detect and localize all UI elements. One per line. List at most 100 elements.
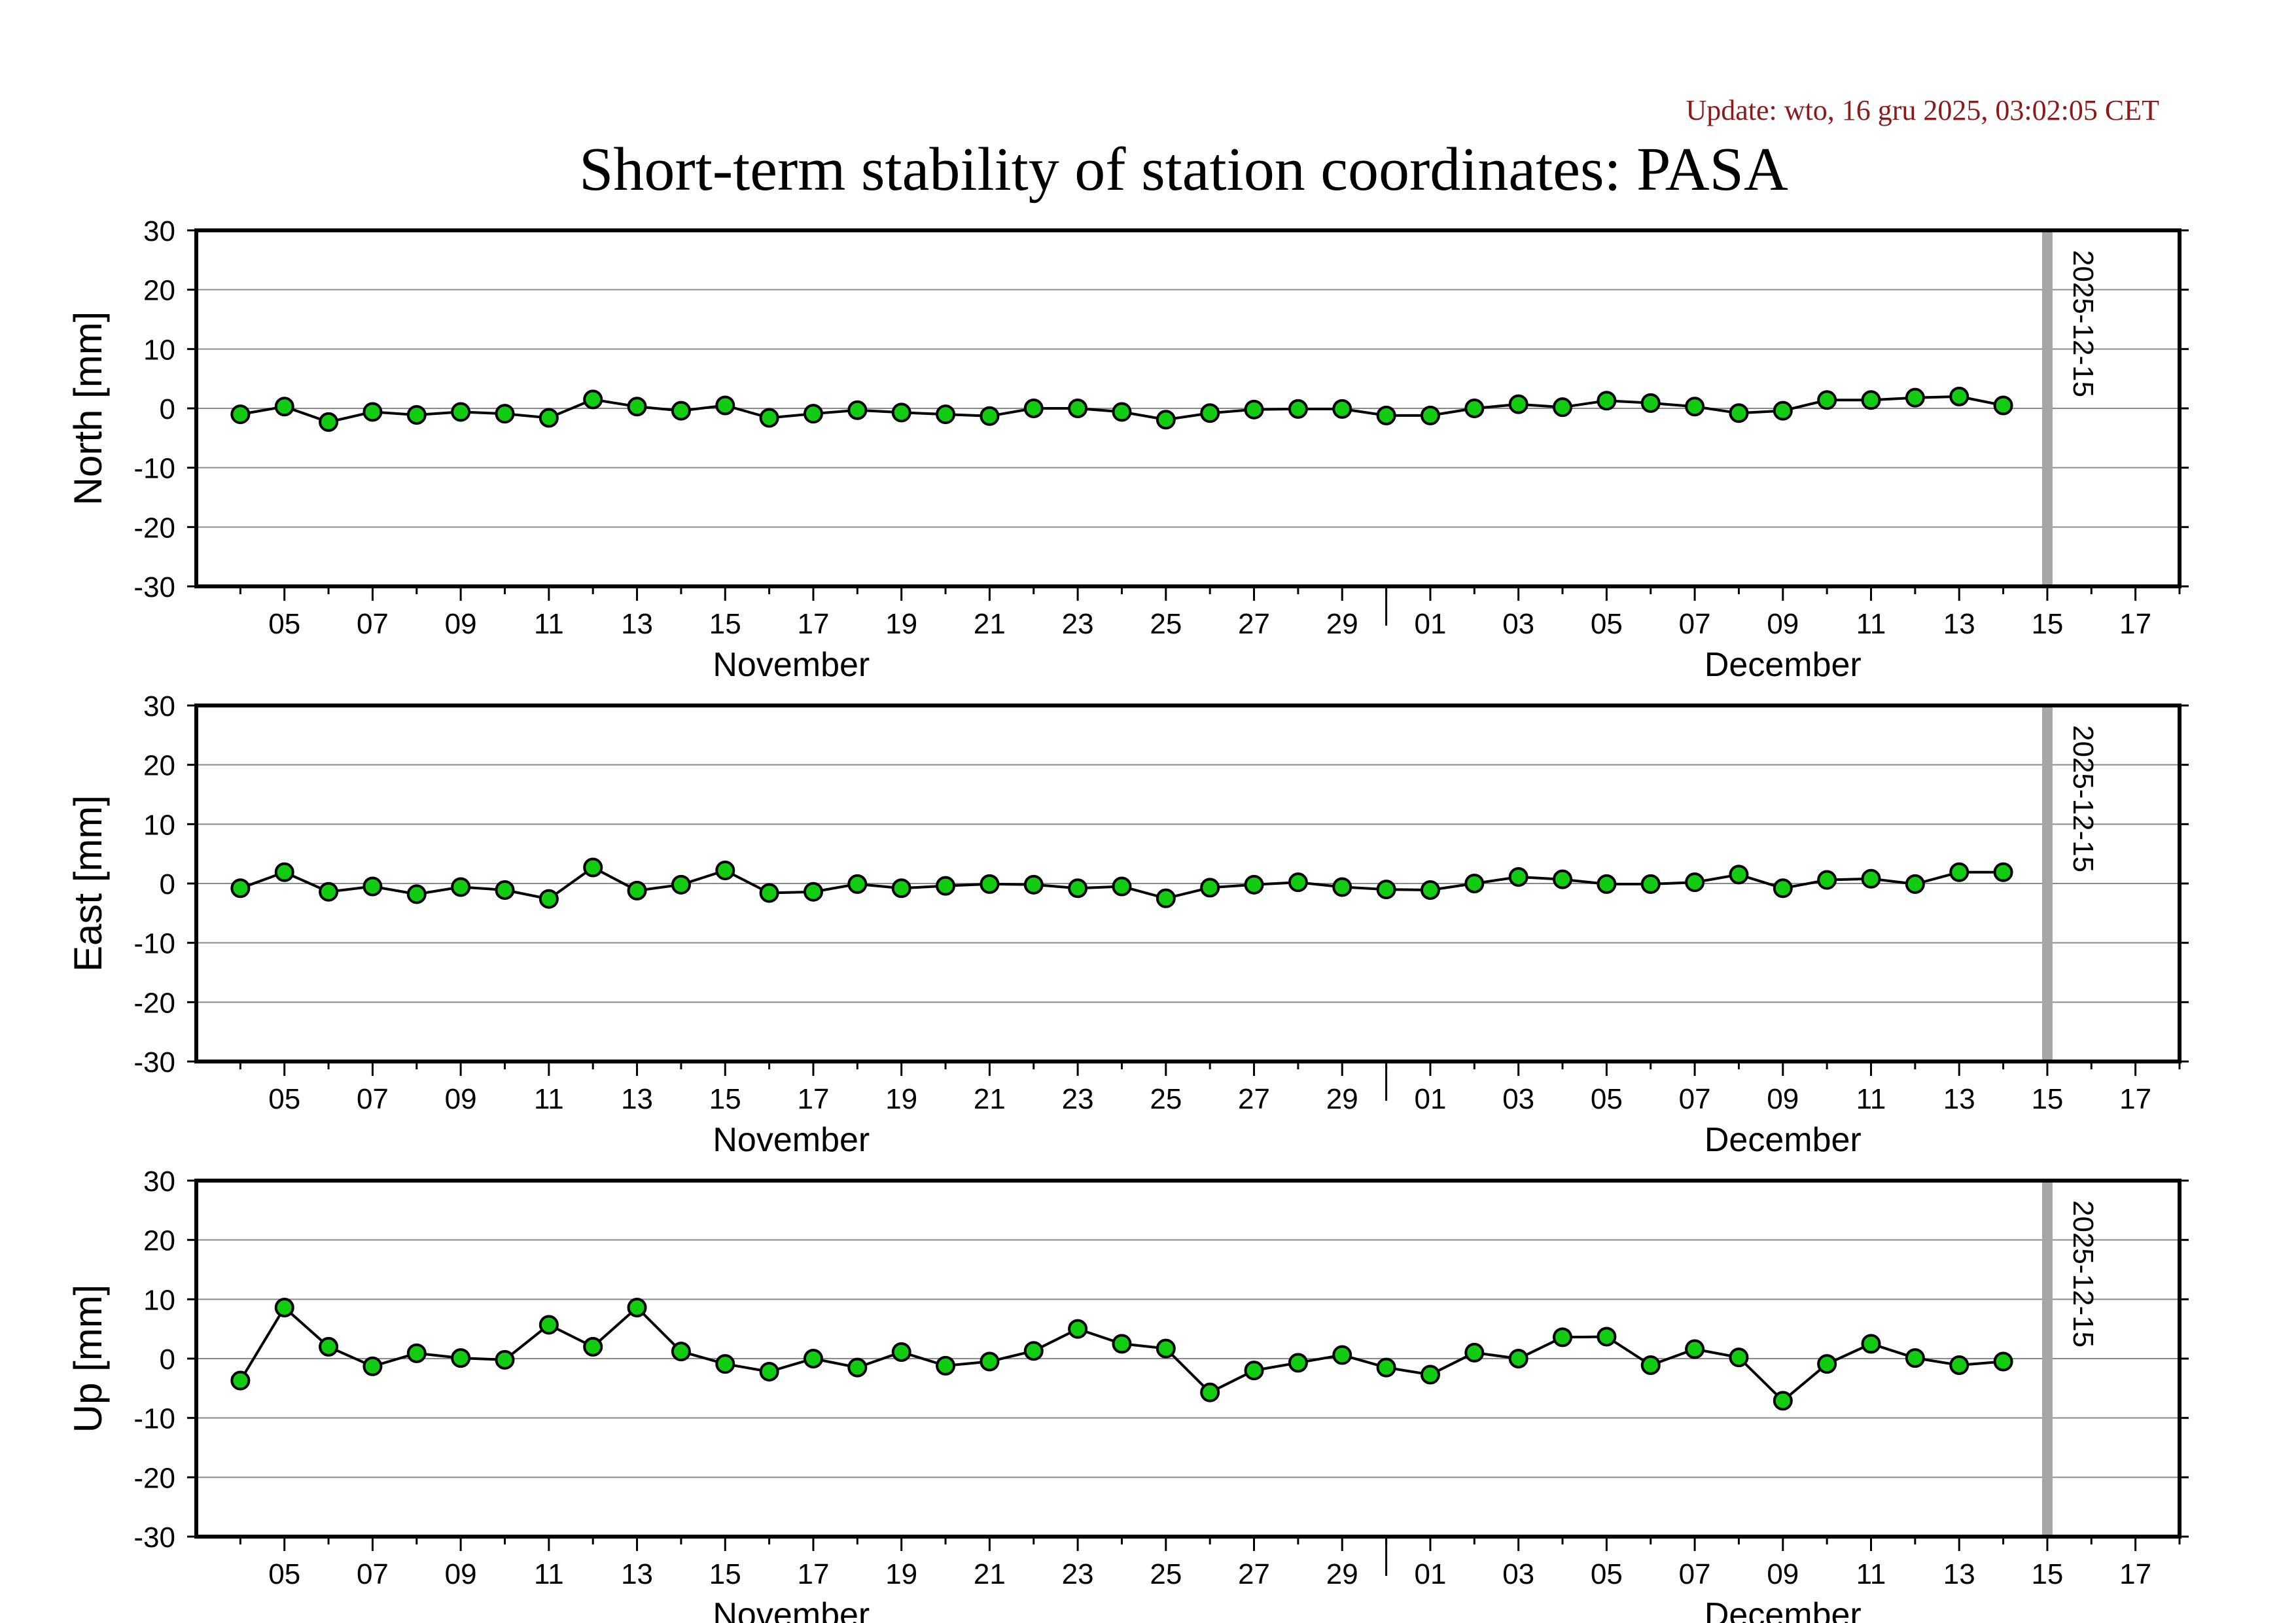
data-point	[1420, 1364, 1440, 1385]
data-point	[1949, 862, 1969, 882]
x-tick-label: 17	[2119, 608, 2151, 640]
x-tick-label: 11	[1856, 1558, 1886, 1590]
data-point	[1817, 390, 1837, 410]
data-point	[1993, 862, 2013, 882]
y-tick-label: 0	[160, 393, 175, 425]
data-point	[671, 1342, 691, 1362]
panel-3: 2025-12-15 30 20 10 0 -10 -20 -30 Up [mm] 05 07 09 1…	[66, 1166, 2189, 1623]
data-point	[671, 401, 691, 421]
data-point	[1420, 880, 1440, 900]
data-point	[1156, 888, 1176, 908]
data-point	[1861, 390, 1881, 410]
x-tick-label: 13	[1943, 1558, 1975, 1590]
data-point	[1905, 1348, 1925, 1368]
data-point	[1949, 386, 1969, 406]
y-tick-label: 20	[143, 275, 175, 307]
x-tick-label: 13	[621, 1083, 653, 1115]
data-point	[1332, 399, 1352, 419]
y-tick-label: -20	[133, 1462, 175, 1494]
x-tick-label: 19	[885, 1558, 917, 1590]
x-tick-label: 15	[709, 608, 741, 640]
data-point	[1993, 1351, 2013, 1372]
data-point	[1729, 403, 1749, 423]
panel-1: 2025-12-15 30 20 10 0 -10 -20 -30 North [mm] 05 07…	[66, 215, 2189, 684]
data-point	[1640, 1355, 1661, 1375]
y-tick-label: -20	[133, 512, 175, 544]
data-point	[1949, 1355, 1969, 1375]
data-point	[451, 877, 471, 897]
data-point	[583, 857, 603, 878]
data-point	[406, 404, 427, 425]
data-point	[274, 1298, 294, 1318]
x-tick-label: 09	[445, 608, 477, 640]
data-point	[1023, 874, 1044, 895]
data-point	[1464, 399, 1485, 418]
data-point	[936, 876, 956, 896]
data-point	[1112, 1334, 1132, 1354]
x-tick-label: 09	[1767, 608, 1799, 640]
x-tick-label: 29	[1326, 1558, 1358, 1590]
y-tick-label: -10	[133, 453, 175, 485]
data-point	[1773, 878, 1793, 899]
x-tick-label: 01	[1414, 1558, 1446, 1590]
x-tick-label: 25	[1150, 1083, 1182, 1115]
data-point	[1376, 405, 1396, 425]
data-point	[583, 389, 603, 410]
data-point	[1068, 878, 1088, 899]
y-tick-label: -10	[133, 1403, 175, 1435]
data-point	[1288, 399, 1308, 419]
data-point	[1112, 876, 1132, 897]
data-point	[1993, 395, 2013, 416]
x-tick-label: 11	[534, 1083, 564, 1115]
x-tick-label: 29	[1326, 1083, 1358, 1115]
data-point	[1464, 874, 1485, 893]
data-point	[495, 880, 515, 900]
data-point	[891, 402, 911, 423]
data-point	[319, 882, 339, 902]
data-point	[1023, 1341, 1044, 1361]
x-tick-label: 25	[1150, 608, 1182, 640]
x-tick-label: 19	[885, 608, 917, 640]
data-point	[495, 404, 515, 424]
x-tick-label: 03	[1502, 1558, 1534, 1590]
data-point	[847, 874, 868, 894]
data-point	[1685, 872, 1705, 893]
data-point	[451, 402, 471, 422]
y-tick-label: 20	[143, 750, 175, 782]
data-point	[1156, 1338, 1176, 1359]
data-point	[803, 404, 823, 424]
x-tick-label: 25	[1150, 1558, 1182, 1590]
data-point	[1332, 1345, 1352, 1365]
x-tick-label: 17	[798, 608, 830, 640]
x-tick-label: 07	[1679, 1083, 1711, 1115]
x-tick-label: 29	[1326, 608, 1358, 640]
data-point	[1597, 874, 1617, 894]
data-point	[1640, 393, 1661, 413]
data-point	[1597, 1327, 1617, 1347]
data-point	[274, 862, 294, 882]
data-point	[980, 1351, 1000, 1372]
data-point	[539, 1315, 559, 1335]
data-point	[936, 1355, 956, 1376]
y-tick-label: -20	[133, 987, 175, 1019]
update-timestamp: Update: wto, 16 gru 2025, 03:02:05 CET	[1686, 94, 2160, 126]
data-point	[406, 884, 427, 904]
x-tick-label: 13	[621, 608, 653, 640]
y-tick-label: 10	[143, 1284, 175, 1316]
data-point	[1597, 391, 1617, 411]
y-tick-label: -30	[133, 571, 175, 603]
data-point	[230, 1370, 251, 1391]
x-tick-label: 27	[1238, 1083, 1270, 1115]
date-marker-label: 2025-12-15	[2067, 725, 2099, 872]
data-point	[803, 882, 823, 902]
y-tick-label: 0	[160, 1344, 175, 1376]
data-point	[891, 878, 911, 899]
data-point	[319, 1336, 339, 1357]
data-point	[891, 1342, 911, 1363]
y-tick-label: 20	[143, 1225, 175, 1257]
data-point	[847, 400, 868, 420]
x-tick-label: 15	[2031, 1083, 2063, 1115]
y-tick-label: 10	[143, 334, 175, 366]
x-tick-label: 11	[1856, 1083, 1886, 1115]
data-point	[759, 1361, 779, 1382]
